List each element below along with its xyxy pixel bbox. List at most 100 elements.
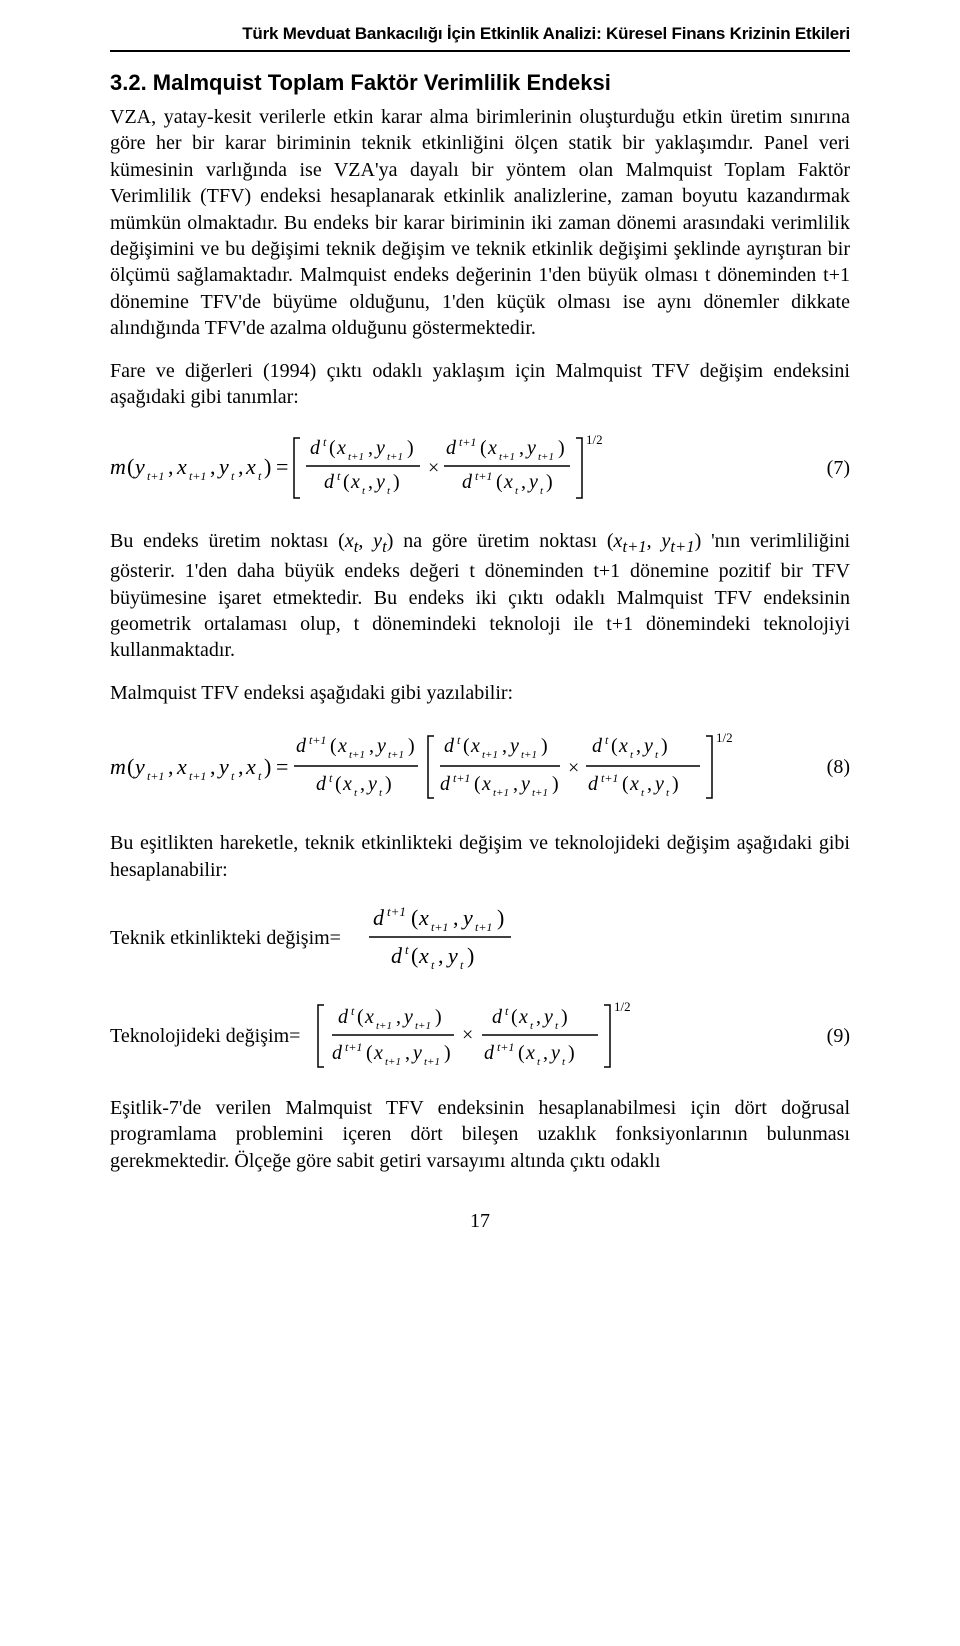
svg-text:(: ( bbox=[366, 1042, 373, 1064]
svg-text:,: , bbox=[360, 773, 365, 795]
text-span: Bu endeks üretim noktası bbox=[110, 530, 338, 552]
formula-label: Teknik etkinlikteki değişim= bbox=[110, 927, 341, 950]
section-heading: 3.2. Malmquist Toplam Faktör Verimlilik … bbox=[110, 70, 850, 96]
svg-text:d: d bbox=[373, 905, 385, 930]
svg-text:,: , bbox=[238, 454, 244, 479]
horizontal-rule bbox=[110, 50, 850, 52]
svg-text:t: t bbox=[605, 733, 609, 747]
svg-text:t: t bbox=[323, 435, 327, 449]
running-title: Türk Mevduat Bankacılığı İçin Etkinlik A… bbox=[110, 24, 850, 44]
svg-text:d: d bbox=[391, 943, 403, 968]
paragraph: Malmquist TFV endeksi aşağıdaki gibi yaz… bbox=[110, 680, 850, 706]
svg-text:(: ( bbox=[411, 943, 418, 968]
svg-text:m: m bbox=[110, 454, 126, 479]
svg-text:t+1: t+1 bbox=[538, 451, 554, 463]
svg-text:y: y bbox=[375, 735, 386, 757]
svg-text:t+1: t+1 bbox=[482, 749, 498, 761]
svg-text:,: , bbox=[368, 471, 373, 493]
svg-text:t+1: t+1 bbox=[601, 771, 618, 785]
svg-text:y: y bbox=[366, 773, 377, 795]
svg-text:×: × bbox=[428, 457, 439, 479]
svg-text:,: , bbox=[636, 735, 641, 757]
svg-text:,: , bbox=[238, 754, 244, 779]
svg-text:,: , bbox=[168, 754, 174, 779]
svg-text:,: , bbox=[513, 773, 518, 795]
svg-text:t: t bbox=[457, 733, 461, 747]
svg-text:x: x bbox=[525, 1042, 535, 1064]
svg-text:t+1: t+1 bbox=[345, 1040, 362, 1054]
svg-text:): ) bbox=[444, 1042, 451, 1064]
svg-text:d: d bbox=[484, 1042, 495, 1064]
svg-text:(: ( bbox=[496, 471, 503, 493]
svg-text:x: x bbox=[418, 905, 429, 930]
equation-number: (9) bbox=[827, 1025, 850, 1048]
svg-text:t+1: t+1 bbox=[189, 769, 206, 783]
svg-text:x: x bbox=[373, 1042, 383, 1064]
svg-text:x: x bbox=[518, 1006, 528, 1028]
svg-text:y: y bbox=[508, 735, 519, 757]
formula-label: Teknolojideki değişim= bbox=[110, 1025, 300, 1048]
svg-text:(: ( bbox=[480, 437, 487, 459]
inline-math: (xt+1, yt+1) bbox=[607, 530, 701, 552]
svg-text:(: ( bbox=[611, 735, 618, 757]
svg-text:): ) bbox=[264, 454, 271, 479]
svg-text:t: t bbox=[379, 787, 383, 799]
svg-text:t: t bbox=[515, 485, 519, 497]
svg-text:x: x bbox=[245, 754, 256, 779]
svg-text:): ) bbox=[264, 754, 271, 779]
svg-text:y: y bbox=[653, 773, 664, 795]
svg-text:(: ( bbox=[330, 735, 337, 757]
svg-text:): ) bbox=[497, 905, 504, 930]
svg-text:t: t bbox=[405, 942, 409, 957]
svg-text:,: , bbox=[210, 454, 216, 479]
text-span: na göre üretim noktası bbox=[403, 530, 607, 552]
svg-text:(: ( bbox=[463, 735, 470, 757]
svg-text:t+1: t+1 bbox=[431, 920, 448, 934]
svg-text:x: x bbox=[481, 773, 491, 795]
svg-text:): ) bbox=[435, 1006, 442, 1028]
svg-text:t: t bbox=[329, 771, 333, 785]
equation-number: (8) bbox=[827, 756, 850, 779]
svg-text:1/2: 1/2 bbox=[614, 999, 631, 1014]
svg-text:): ) bbox=[541, 735, 548, 757]
svg-text:): ) bbox=[408, 735, 415, 757]
svg-text:t: t bbox=[351, 1004, 355, 1018]
svg-text:y: y bbox=[461, 905, 473, 930]
teknoloji-formula-svg: d t ( x t+1 , y t+1 ) d t+1 ( x t+1 , y bbox=[310, 995, 710, 1077]
svg-text:x: x bbox=[245, 454, 256, 479]
paragraph: Bu eşitlikten hareketle, teknik etkinlik… bbox=[110, 830, 850, 883]
equation-number: (7) bbox=[827, 457, 850, 480]
svg-text:,: , bbox=[405, 1042, 410, 1064]
svg-text:t: t bbox=[387, 485, 391, 497]
formula-7-svg: m ( y t+1 , x t+1 , y t , x t ) = d t bbox=[110, 426, 730, 510]
formula-8-svg: m ( y t+1 , x t+1 , y t , x t ) = d t+1 … bbox=[110, 722, 810, 812]
svg-text:t+1: t+1 bbox=[475, 920, 492, 934]
svg-text:(: ( bbox=[343, 471, 350, 493]
svg-text:y: y bbox=[133, 754, 145, 779]
svg-text:d: d bbox=[332, 1042, 343, 1064]
svg-text:t+1: t+1 bbox=[532, 787, 548, 799]
svg-text:d: d bbox=[296, 735, 307, 757]
svg-text:m: m bbox=[110, 754, 126, 779]
svg-text:x: x bbox=[337, 735, 347, 757]
svg-text:): ) bbox=[467, 943, 474, 968]
svg-text:t+1: t+1 bbox=[493, 787, 509, 799]
paragraph: Bu endeks üretim noktası (xt, yt) na gör… bbox=[110, 528, 850, 664]
svg-text:x: x bbox=[350, 471, 360, 493]
svg-text:(: ( bbox=[474, 773, 481, 795]
svg-text:t+1: t+1 bbox=[497, 1040, 514, 1054]
svg-text:y: y bbox=[549, 1042, 560, 1064]
svg-text:t: t bbox=[354, 787, 358, 799]
svg-text:t+1: t+1 bbox=[453, 771, 470, 785]
svg-text:×: × bbox=[568, 757, 579, 779]
svg-text:(: ( bbox=[511, 1006, 518, 1028]
svg-text:t+1: t+1 bbox=[475, 469, 492, 483]
svg-text:t+1: t+1 bbox=[415, 1020, 431, 1032]
svg-text:x: x bbox=[364, 1006, 374, 1028]
svg-text:d: d bbox=[338, 1006, 349, 1028]
svg-text:(: ( bbox=[335, 773, 342, 795]
svg-text:y: y bbox=[642, 735, 653, 757]
svg-text:): ) bbox=[561, 1006, 568, 1028]
svg-text:t+1: t+1 bbox=[521, 749, 537, 761]
svg-text:,: , bbox=[543, 1042, 548, 1064]
